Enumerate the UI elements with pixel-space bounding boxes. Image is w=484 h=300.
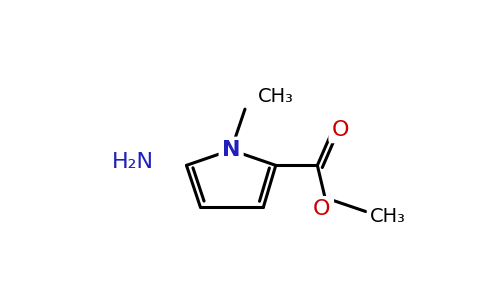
Text: O: O <box>332 120 349 140</box>
Text: CH₃: CH₃ <box>258 87 294 106</box>
Text: CH₃: CH₃ <box>370 208 406 226</box>
Text: H₂N: H₂N <box>112 152 154 172</box>
Text: N: N <box>222 140 241 160</box>
Text: O: O <box>313 199 331 219</box>
